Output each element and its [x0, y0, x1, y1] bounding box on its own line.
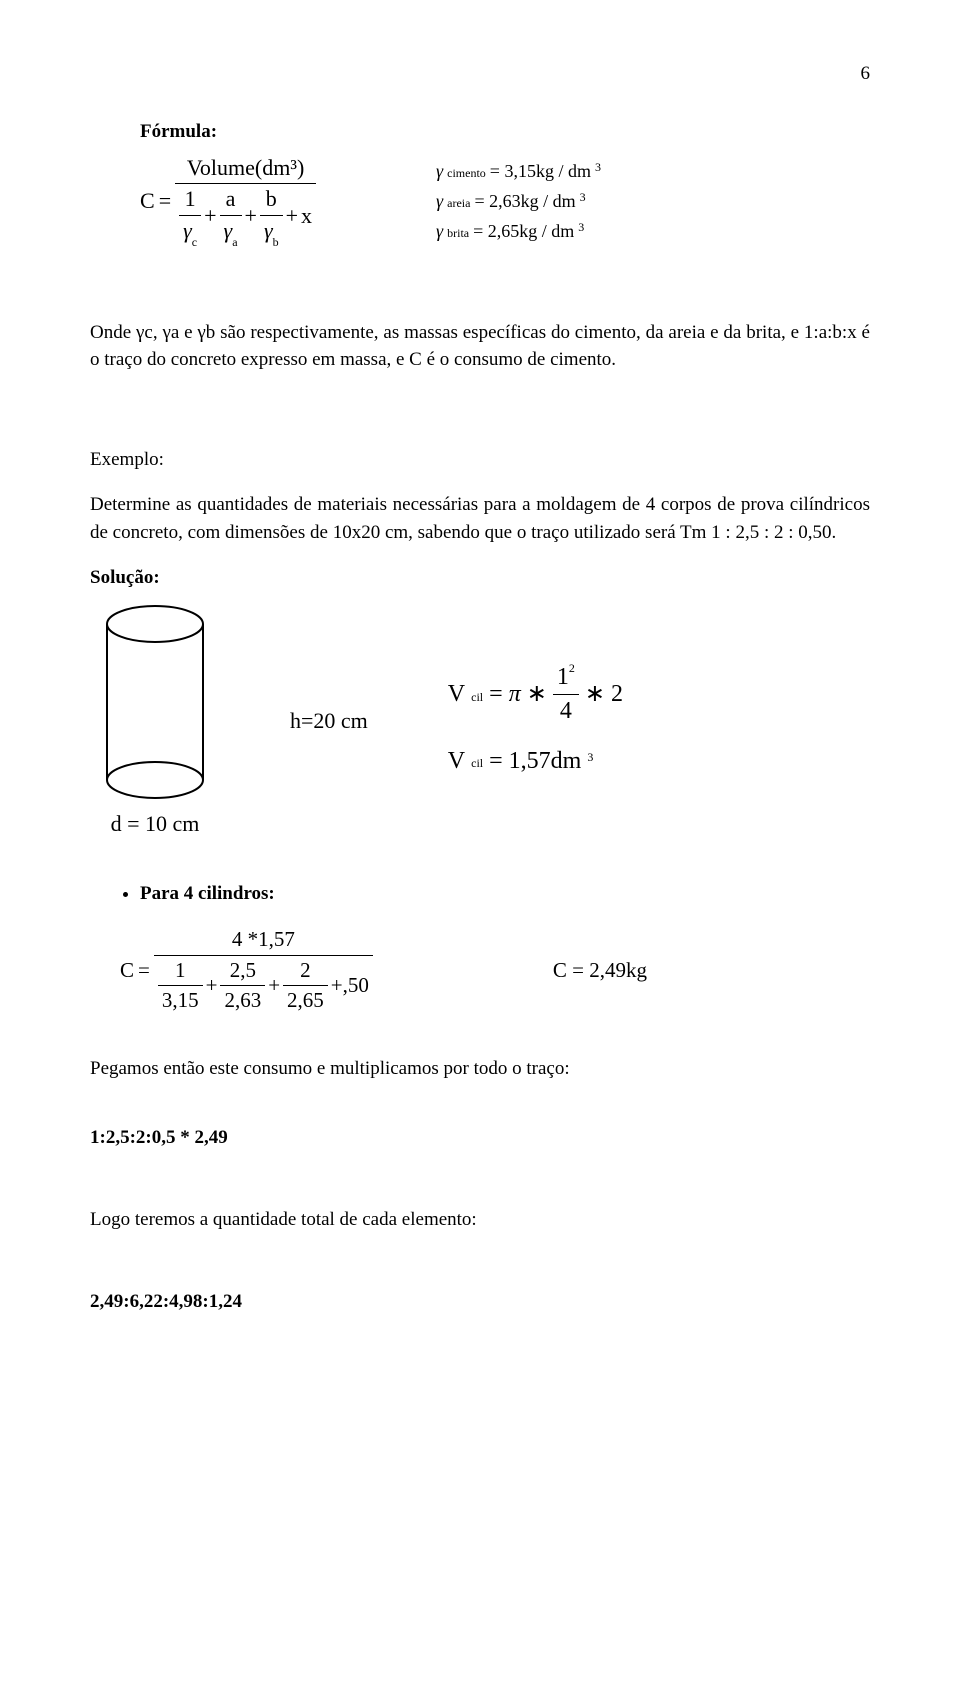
- d-a: a: [222, 186, 240, 212]
- cylinder-wrap: d = 10 cm: [100, 602, 210, 840]
- denominator: 1 γc + a γa + b γb + x: [175, 186, 316, 246]
- sub-c: c: [192, 235, 197, 249]
- d-one: 1: [181, 186, 200, 212]
- sub-a: a: [232, 235, 237, 249]
- solucao-label: Solução:: [90, 564, 870, 592]
- g-brita: γ: [436, 218, 443, 244]
- plus2: +: [245, 203, 257, 229]
- main-formula: C = Volume(dm³) 1 γc + a γa + b: [140, 155, 316, 247]
- ratio-line-1: 1:2,5:2:0,5 * 2,49: [90, 1124, 870, 1152]
- figure-row: d = 10 cm h=20 cm Vcil = π ∗ 12 4 ∗ 2 Vc…: [100, 602, 870, 840]
- vcil-eq2: Vcil = 1,57dm 3: [448, 744, 623, 779]
- v2-sub: cil: [471, 755, 483, 772]
- v1-star2: ∗: [585, 677, 605, 712]
- c-formula-row: C = 4 *1,57 1 3,15 + 2,5 2,63 + 2 2,65 +,50…: [120, 927, 870, 1013]
- v1-numsup: 2: [569, 661, 575, 675]
- g-brita-rhs: = 2,65kg / dm: [473, 218, 574, 244]
- cylinder-icon: [100, 602, 210, 802]
- g-cimento-rhs: = 3,15kg / dm: [490, 158, 591, 184]
- v1-den: 4: [556, 697, 576, 726]
- c-lhs: C: [120, 955, 134, 985]
- d-b: b: [262, 186, 281, 212]
- c-formula: C = 4 *1,57 1 3,15 + 2,5 2,63 + 2 2,65 +,50: [120, 927, 373, 1013]
- paragraph-2: Determine as quantidades de materiais ne…: [90, 491, 870, 546]
- v1-num: 1: [557, 664, 569, 690]
- v1-sub: cil: [471, 689, 483, 706]
- gamma-b: γ: [264, 218, 273, 243]
- equals: =: [159, 185, 171, 217]
- g-cimento-sub: cimento: [447, 165, 486, 182]
- c-d2n: 2,5: [226, 958, 260, 983]
- formula-row: C = Volume(dm³) 1 γc + a γa + b: [140, 155, 870, 247]
- c-plus1: +: [206, 973, 218, 998]
- bullet-item: Para 4 cilindros:: [140, 880, 870, 908]
- v1-V: V: [448, 677, 465, 712]
- paragraph-4: Logo teremos a quantidade total de cada …: [90, 1206, 870, 1234]
- c-d1n: 1: [171, 958, 190, 983]
- v1-eq: =: [489, 677, 503, 712]
- v2-rhs: = 1,57dm: [489, 744, 581, 779]
- h-label: h=20 cm: [290, 705, 368, 737]
- g-areia-rhs: = 2,63kg / dm: [474, 188, 575, 214]
- gamma-a: γ: [224, 218, 233, 243]
- c-num: 4 *1,57: [228, 927, 299, 952]
- g-areia: γ: [436, 188, 443, 214]
- c-d3n: 2: [296, 958, 315, 983]
- c-result: C = 2,49kg: [553, 955, 647, 985]
- v1-pi: π: [509, 677, 521, 712]
- c-d1d: 3,15: [158, 988, 203, 1013]
- main-fraction: Volume(dm³) 1 γc + a γa + b γb: [175, 155, 316, 247]
- page-number: 6: [90, 60, 870, 88]
- c-den: 1 3,15 + 2,5 2,63 + 2 2,65 +,50: [154, 958, 373, 1013]
- g-brita-sup: 3: [578, 219, 584, 236]
- paragraph-1: Onde γc, γa e γb são respectivamente, as…: [90, 319, 870, 374]
- g-cimento-sup: 3: [595, 159, 601, 176]
- paragraph-3: Pegamos então este consumo e multiplicam…: [90, 1055, 870, 1083]
- d-x: x: [301, 203, 312, 229]
- g-areia-sup: 3: [580, 189, 586, 206]
- d-label: d = 10 cm: [111, 808, 200, 840]
- gamma-values: γcimento = 3,15kg / dm3 γareia = 2,63kg …: [436, 158, 601, 244]
- c-eq: =: [138, 955, 150, 985]
- g-cimento: γ: [436, 158, 443, 184]
- bullet-list: Para 4 cilindros:: [140, 880, 870, 908]
- plus3: +: [286, 203, 298, 229]
- h-label-wrap: h=20 cm: [290, 705, 368, 737]
- v1-star1: ∗: [527, 677, 547, 712]
- vcil-equations: Vcil = π ∗ 12 4 ∗ 2 Vcil = 1,57dm3: [448, 663, 623, 778]
- formula-label: Fórmula:: [140, 118, 870, 146]
- vcil-eq1: Vcil = π ∗ 12 4 ∗ 2: [448, 663, 623, 726]
- gamma-c: γ: [183, 218, 192, 243]
- ratio-line-2: 2,49:6,22:4,98:1,24: [90, 1288, 870, 1316]
- numerator: Volume(dm³): [183, 155, 308, 181]
- c-tail: +,50: [331, 973, 369, 998]
- c-d3d: 2,65: [283, 988, 328, 1013]
- c-plus2: +: [268, 973, 280, 998]
- c-d2d: 2,63: [220, 988, 265, 1013]
- v2-sup: 3: [587, 749, 593, 766]
- sub-b: b: [273, 235, 279, 249]
- v2-V: V: [448, 744, 465, 779]
- plus1: +: [204, 203, 216, 229]
- g-brita-sub: brita: [447, 225, 469, 242]
- lhs-C: C: [140, 185, 155, 217]
- g-areia-sub: areia: [447, 195, 470, 212]
- v1-two: 2: [611, 677, 623, 712]
- exemplo-label: Exemplo:: [90, 446, 870, 474]
